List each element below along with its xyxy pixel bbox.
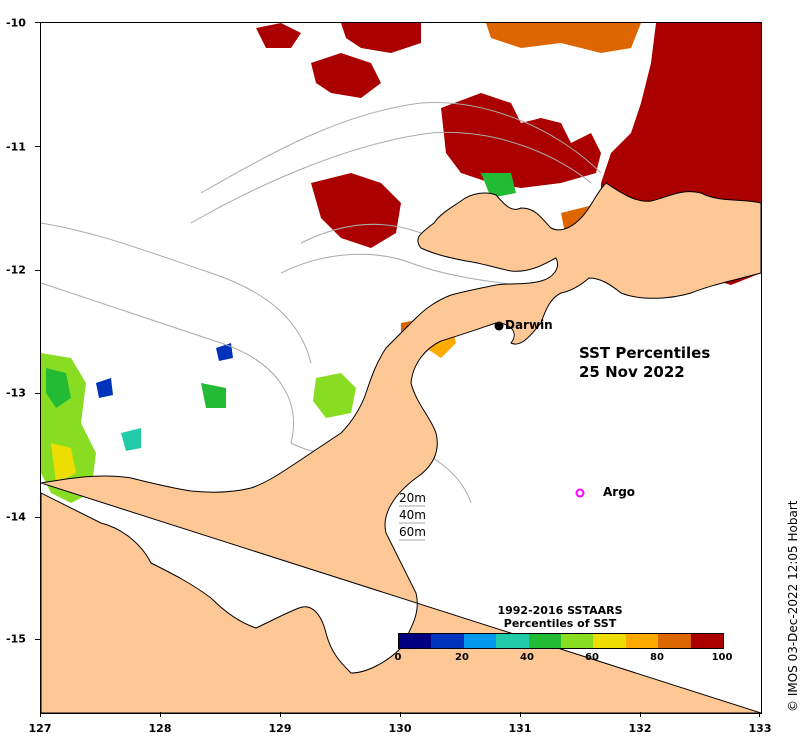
depth-legend-60m: 60m <box>399 525 426 539</box>
colorbar-tick: 0 <box>394 652 402 663</box>
land <box>41 182 761 713</box>
x-tickmark <box>40 712 41 717</box>
y-tickmark <box>35 517 40 518</box>
y-tickmark <box>35 270 40 271</box>
map-title: SST Percentiles 25 Nov 2022 <box>579 344 710 382</box>
x-tick-label: 128 <box>148 722 172 735</box>
copyright-notice: © IMOS 03-Dec-2022 12:05 Hobart <box>786 500 800 712</box>
argo-label: Argo <box>603 485 636 499</box>
colorbar-segment <box>496 634 529 648</box>
depth-legend-lines <box>399 505 425 541</box>
x-tickmark <box>160 712 161 717</box>
x-tick-label: 130 <box>388 722 412 735</box>
colorbar-segment <box>431 634 464 648</box>
darwin-label: Darwin <box>505 318 553 332</box>
x-tickmark <box>759 712 760 717</box>
map-title-line1: SST Percentiles <box>579 344 711 362</box>
colorbar-tick: 100 <box>711 652 733 663</box>
argo-marker <box>575 488 585 498</box>
x-tickmark <box>640 712 641 717</box>
y-tick-label: -12 <box>6 263 26 277</box>
depth-legend-40m: 40m <box>399 508 426 522</box>
colorbar-tick: 80 <box>650 652 664 663</box>
colorbar-tick: 20 <box>455 652 469 663</box>
y-tickmark <box>35 639 40 640</box>
y-tick-label: -15 <box>6 632 26 646</box>
colorbar-title-line1: 1992-2016 SSTAARS <box>497 604 623 617</box>
x-tickmark <box>400 712 401 717</box>
colorbar-segment <box>399 634 432 648</box>
colorbar-segment <box>528 634 562 648</box>
map-frame[interactable] <box>40 22 762 714</box>
x-tickmark <box>520 712 521 717</box>
colorbar-tick: 60 <box>585 652 599 663</box>
x-tickmark <box>280 712 281 717</box>
colorbar-segment <box>561 634 594 648</box>
map-canvas <box>41 23 761 713</box>
colorbar-title: 1992-2016 SSTAARS Percentiles of SST <box>450 604 670 630</box>
colorbar-segment <box>593 634 626 648</box>
y-tickmark <box>35 146 40 147</box>
depth-legend-20m: 20m <box>399 491 426 505</box>
x-tick-label: 131 <box>508 722 532 735</box>
y-tick-label: -14 <box>6 510 26 524</box>
colorbar-segment <box>463 634 497 648</box>
y-tick-label: -13 <box>6 386 26 400</box>
x-tick-label: 132 <box>628 722 652 735</box>
colorbar-segment <box>658 634 691 648</box>
x-tick-label: 129 <box>268 722 292 735</box>
y-tickmark <box>35 393 40 394</box>
colorbar-segment <box>625 634 659 648</box>
colorbar-title-line2: Percentiles of SST <box>503 617 617 630</box>
y-tick-label: -10 <box>6 16 26 30</box>
colorbar <box>398 633 724 649</box>
x-tick-label: 133 <box>748 722 772 735</box>
colorbar-segment <box>690 634 724 648</box>
darwin-marker <box>494 321 504 331</box>
y-tick-label: -11 <box>6 140 26 154</box>
x-tick-label: 127 <box>28 722 52 735</box>
colorbar-tick: 40 <box>520 652 534 663</box>
y-tickmark <box>35 22 40 23</box>
map-title-date: 25 Nov 2022 <box>579 363 685 381</box>
